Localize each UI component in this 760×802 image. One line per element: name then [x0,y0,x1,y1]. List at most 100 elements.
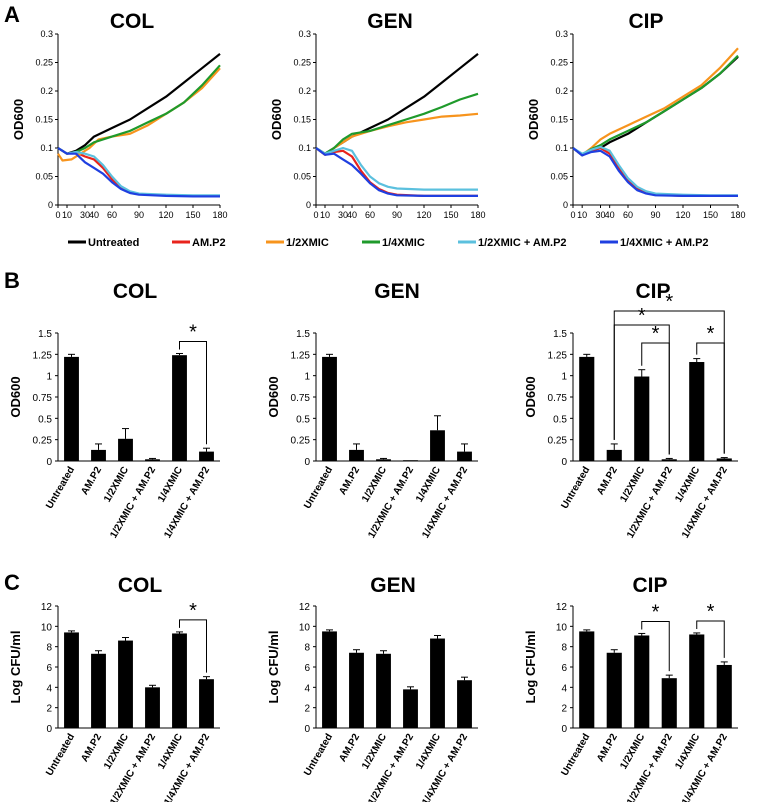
y-tick-label: 10 [556,622,568,633]
category-label: 1/2XMIC [618,465,647,504]
bar [91,449,106,461]
y-tick-label: 2 [46,704,52,715]
category-label: AM.P2 [79,465,104,497]
significance-star: * [189,600,197,622]
y-axis-label: Log CFU/ml [523,631,538,704]
category-label: AM.P2 [595,732,620,764]
bracket-line [179,619,207,673]
legend-item-label: 1/2XMIC + AM.P2 [478,237,567,249]
chart-title: COL [113,280,158,303]
x-tick-label: 10 [62,210,72,220]
y-tick-label: 0.25 [550,58,568,68]
bar [199,679,214,728]
y-tick-label: 0.3 [40,29,53,39]
x-tick-label: 10 [577,210,587,220]
y-tick-label: 0.05 [35,172,53,182]
y-tick-label: 0.05 [293,172,311,182]
y-tick-label: 6 [304,663,310,674]
category-label: AM.P2 [337,732,362,764]
y-tick-label: 2 [561,704,567,715]
series-line-5 [57,147,220,197]
series-line-1 [315,53,479,155]
bar [579,356,595,461]
y-tick-label: 0 [561,457,567,468]
category-label: Untreated [44,465,77,511]
x-tick-label: 30 [595,210,605,220]
bar-chart-b-cip: CIP 0 0.25 0.5 0.75 1 1.25 1.5 OD600 Untreated AM.… [523,280,738,540]
bar [172,355,187,461]
bar [661,678,677,728]
y-tick-label: 1.25 [33,350,53,361]
category-label: 1/4XMIC [156,732,185,771]
bracket-line [179,340,207,445]
y-tick-label: 8 [561,643,567,654]
category-label: Untreated [302,732,335,778]
y-tick-label: 0.15 [550,115,568,125]
category-label: 1/4XMIC [156,465,185,504]
y-tick-label: 1.25 [548,350,568,361]
significance-bracket: * [179,321,207,445]
bar [661,459,677,461]
category-label: AM.P2 [79,732,104,764]
y-tick-label: 0 [46,724,52,735]
y-tick-label: 12 [41,602,53,613]
significance-star: * [638,305,646,327]
bar [118,640,133,728]
bar [403,460,418,461]
series-line-5 [315,146,478,191]
y-tick-label: 8 [46,643,52,654]
chart-title: COL [110,10,155,33]
x-tick-label: 10 [320,210,330,220]
series-line-2 [57,147,220,197]
category-label: AM.P2 [595,465,620,497]
bar [634,376,650,461]
significance-bracket: * [613,291,725,454]
y-tick-label: 0 [48,200,53,210]
y-tick-label: 0.2 [555,86,568,96]
bar [322,356,337,461]
category-label: Untreated [44,732,77,778]
bar-chart-b-col: COL 0 0.25 0.5 0.75 1 1.25 1.5 OD600 Untreated AM.… [8,280,220,540]
legend-item-label: 1/4XMIC + AM.P2 [620,237,709,249]
y-tick-label: 1 [46,372,52,383]
bar [457,451,472,461]
bar [716,458,732,461]
y-tick-label: 0.1 [298,143,311,153]
category-label: 1/2XMIC [618,732,647,771]
bar [91,653,106,728]
y-tick-label: 0.1 [40,143,53,153]
legend-item-label: 1/4XMIC [382,237,425,249]
category-label: 1/4XMIC [673,465,702,504]
y-tick-label: 2 [304,704,310,715]
x-tick-label: 180 [470,210,485,220]
bar [430,430,445,461]
x-tick-label: 90 [392,210,402,220]
y-tick-label: 0.5 [38,414,52,425]
x-tick-label: 0 [570,210,575,220]
x-tick-label: 40 [89,210,99,220]
x-tick-label: 150 [185,210,200,220]
y-tick-label: 0.75 [291,393,311,404]
y-tick-label: 0.1 [555,143,568,153]
significance-star: * [707,323,715,345]
significance-star: * [652,601,660,623]
y-tick-label: 0 [563,200,568,210]
x-tick-label: 90 [650,210,660,220]
chart-title: GEN [374,280,420,303]
y-tick-label: 0.25 [548,436,568,447]
y-tick-label: 0 [561,724,567,735]
bracket-line [613,310,725,454]
bar [606,652,622,728]
y-axis-label: Log CFU/ml [266,631,281,704]
series-line-2 [572,146,738,197]
bar [430,638,445,728]
y-tick-label: 1 [561,372,567,383]
legend: Untreated AM.P2 1/2XMIC 1/4XMIC 1/2XMIC + AM… [68,237,709,249]
bar [64,356,79,461]
panel-label-a: A [4,2,20,27]
y-tick-label: 0 [304,457,310,468]
legend-item-label: 1/2XMIC [286,237,329,249]
x-tick-label: 0 [313,210,318,220]
y-tick-label: 0.3 [298,29,311,39]
